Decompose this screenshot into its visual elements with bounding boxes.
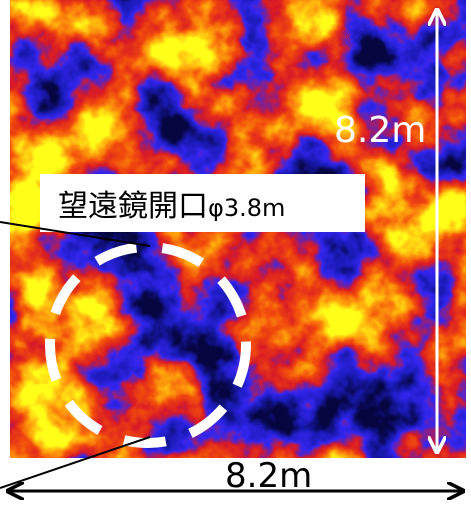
leader-line	[0, 436, 151, 489]
label-box	[40, 174, 365, 232]
aperture-circle	[45, 242, 251, 448]
height-label: 8.2m	[334, 110, 426, 151]
leader-line	[0, 221, 151, 247]
width-label: 8.2m	[225, 456, 312, 496]
aperture-label: 望遠鏡開口φ3.8m	[58, 189, 285, 224]
